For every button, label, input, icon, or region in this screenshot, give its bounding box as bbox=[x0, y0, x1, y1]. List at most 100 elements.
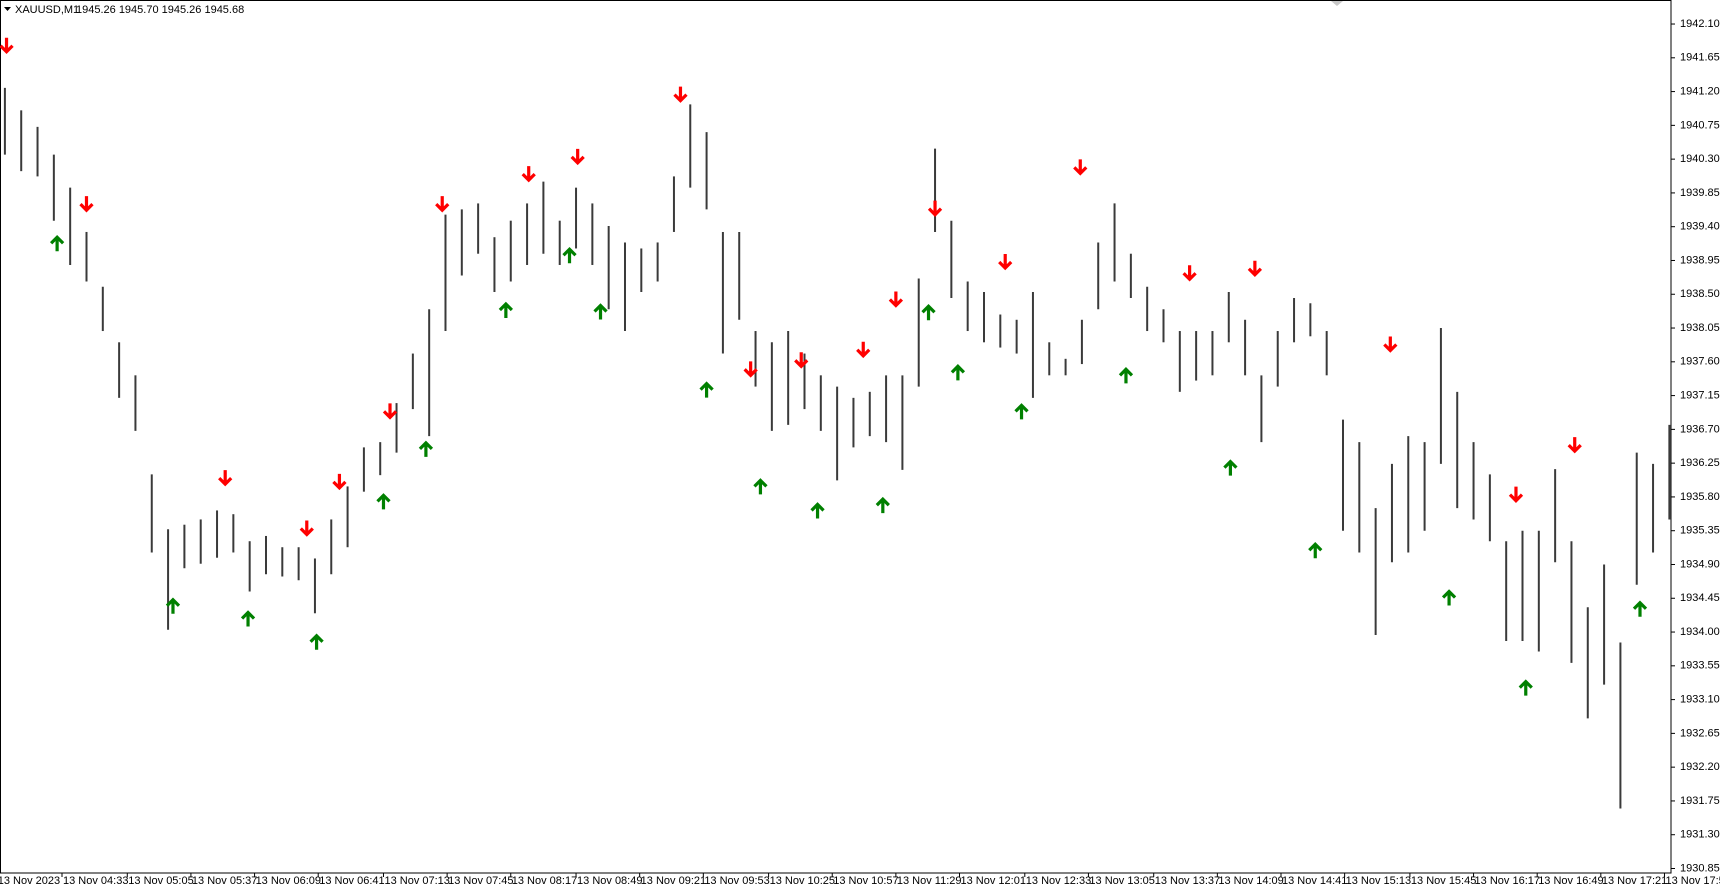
signal-arrow-up bbox=[921, 304, 936, 321]
y-tick-label: 1932.65 bbox=[1680, 727, 1720, 739]
signal-arrow-up bbox=[699, 381, 714, 398]
x-tick-label: 13 Nov 08:49 bbox=[577, 875, 642, 887]
x-tick-label: 13 Nov 16:17 bbox=[1475, 875, 1540, 887]
x-tick-label: 13 Nov 07:45 bbox=[448, 875, 513, 887]
y-tick-label: 1938.95 bbox=[1680, 254, 1720, 266]
signal-arrow-up bbox=[1308, 541, 1323, 559]
signal-arrow-down bbox=[299, 520, 314, 537]
y-tick-label: 1931.30 bbox=[1680, 829, 1720, 841]
y-tick-label: 1941.65 bbox=[1680, 52, 1720, 64]
signal-arrow-down bbox=[673, 86, 688, 103]
signal-arrow-down bbox=[382, 403, 398, 420]
menu-triangle[interactable] bbox=[4, 7, 11, 11]
signal-arrow-up bbox=[1632, 600, 1648, 617]
y-tick-label: 1937.60 bbox=[1680, 356, 1720, 368]
x-tick-label: 13 Nov 07:13 bbox=[384, 875, 449, 887]
y-tick-label: 1934.90 bbox=[1680, 558, 1720, 570]
y-tick-label: 1939.85 bbox=[1680, 187, 1720, 199]
y-tick-label: 1940.30 bbox=[1680, 153, 1720, 165]
y-tick-label: 1940.75 bbox=[1680, 119, 1720, 131]
signal-arrow-up bbox=[1441, 589, 1457, 606]
signal-arrow-down bbox=[998, 253, 1013, 271]
signal-arrow-down bbox=[521, 166, 536, 183]
y-tick-label: 1935.35 bbox=[1680, 525, 1720, 537]
y-tick-label: 1934.00 bbox=[1680, 626, 1720, 638]
y-tick-label: 1930.85 bbox=[1680, 862, 1720, 874]
x-tick-label: 13 Nov 10:57 bbox=[833, 875, 898, 887]
signal-arrow-up bbox=[49, 234, 65, 252]
y-tick-label: 1936.25 bbox=[1680, 457, 1720, 469]
y-tick-label: 1933.10 bbox=[1680, 694, 1720, 706]
signal-arrow-up bbox=[810, 502, 825, 519]
signal-arrow-up bbox=[562, 246, 577, 264]
signal-arrow-down bbox=[570, 148, 585, 166]
x-tick-label: 13 Nov 11:29 bbox=[897, 875, 962, 887]
signal-arrow-up bbox=[1118, 367, 1134, 384]
x-tick-label: 13 Nov 14:41 bbox=[1282, 875, 1347, 887]
y-tick-label: 1932.20 bbox=[1680, 761, 1720, 773]
y-tick-label: 1936.70 bbox=[1680, 423, 1720, 435]
x-tick-label: 13 Nov 04:33 bbox=[63, 875, 128, 887]
signal-arrow-down bbox=[856, 341, 871, 359]
y-tick-label: 1935.80 bbox=[1680, 491, 1720, 503]
x-tick-label: 13 Nov 06:09 bbox=[256, 875, 321, 887]
y-tick-label: 1931.75 bbox=[1680, 795, 1720, 807]
x-tick-label: 13 Nov 15:45 bbox=[1411, 875, 1476, 887]
signal-arrow-down bbox=[218, 470, 233, 487]
x-tick-label: 13 Nov 05:37 bbox=[192, 875, 257, 887]
x-tick-label: 13 Nov 17:53 bbox=[1665, 875, 1720, 887]
x-tick-label: 13 Nov 08:17 bbox=[512, 875, 577, 887]
x-tick-label: 13 Nov 05:05 bbox=[128, 875, 193, 887]
signal-arrow-up bbox=[1014, 403, 1029, 420]
signal-arrow-down bbox=[1567, 437, 1582, 454]
quote: 1945.26 1945.70 1945.26 1945.68 bbox=[76, 4, 244, 16]
x-tick-label: 13 Nov 2023 bbox=[0, 875, 60, 887]
signal-arrow-down bbox=[1508, 486, 1524, 503]
x-tick-label: 13 Nov 12:01 bbox=[961, 875, 1026, 887]
shift-marker bbox=[1331, 1, 1343, 6]
signal-arrow-down bbox=[743, 361, 758, 378]
signal-arrow-up bbox=[593, 303, 608, 320]
signal-arrow-up bbox=[240, 610, 256, 627]
signal-arrow-down bbox=[1383, 336, 1398, 353]
symbol: XAUUSD,M1 bbox=[15, 4, 79, 16]
y-tick-label: 1937.15 bbox=[1680, 389, 1720, 401]
signal-arrow-up bbox=[1518, 679, 1533, 696]
x-tick-label: 13 Nov 09:21 bbox=[641, 875, 706, 887]
signal-arrow-down bbox=[79, 196, 94, 213]
signal-arrow-up bbox=[309, 633, 324, 650]
signal-arrow-up bbox=[753, 478, 768, 495]
y-tick-label: 1933.55 bbox=[1680, 660, 1720, 672]
x-tick-label: 13 Nov 06:41 bbox=[319, 875, 384, 887]
signal-arrow-down bbox=[332, 473, 347, 491]
signal-arrow-down bbox=[888, 291, 904, 308]
signal-arrow-up bbox=[418, 440, 434, 457]
x-tick-label: 13 Nov 17:21 bbox=[1602, 875, 1667, 887]
y-tick-label: 1938.05 bbox=[1680, 322, 1720, 334]
signal-arrow-down bbox=[794, 352, 809, 369]
y-tick-label: 1938.50 bbox=[1680, 288, 1720, 300]
signal-arrow-up bbox=[165, 597, 181, 614]
x-tick-label: 13 Nov 13:05 bbox=[1089, 875, 1154, 887]
x-tick-label: 13 Nov 15:13 bbox=[1346, 875, 1411, 887]
y-tick-label: 1941.20 bbox=[1680, 85, 1720, 97]
signal-arrow-up bbox=[498, 301, 514, 319]
y-tick-label: 1939.40 bbox=[1680, 221, 1720, 233]
signal-arrow-down bbox=[435, 196, 450, 213]
x-tick-label: 13 Nov 09:53 bbox=[704, 875, 769, 887]
signal-arrow-down bbox=[1073, 159, 1088, 176]
signal-arrow-down bbox=[1182, 265, 1197, 282]
y-tick-label: 1942.10 bbox=[1680, 18, 1720, 30]
signal-arrow-up bbox=[376, 493, 391, 510]
x-tick-label: 13 Nov 13:37 bbox=[1155, 875, 1220, 887]
x-tick-label: 13 Nov 12:33 bbox=[1026, 875, 1091, 887]
signal-arrow-down bbox=[1247, 260, 1263, 277]
y-tick-label: 1934.45 bbox=[1680, 592, 1720, 604]
plot-frame bbox=[0, 0, 1672, 874]
plot-area bbox=[0, 37, 1671, 809]
x-tick-label: 13 Nov 16:49 bbox=[1538, 875, 1603, 887]
signal-arrow-up bbox=[1223, 459, 1238, 476]
signal-arrow-down bbox=[0, 37, 14, 55]
